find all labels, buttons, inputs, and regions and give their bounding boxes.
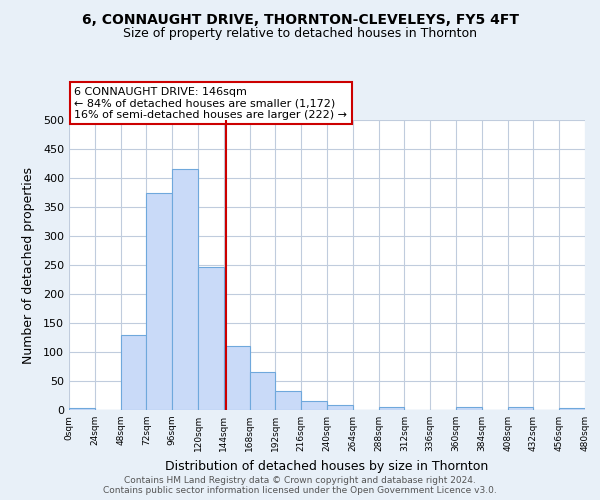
Bar [198,266,224,410]
Bar [559,408,585,410]
Bar [224,346,250,410]
Bar [172,170,198,410]
Text: Contains public sector information licensed under the Open Government Licence v3: Contains public sector information licen… [103,486,497,495]
Bar [121,334,146,410]
Bar [508,407,533,410]
Bar [327,406,353,410]
Text: Size of property relative to detached houses in Thornton: Size of property relative to detached ho… [123,28,477,40]
X-axis label: Distribution of detached houses by size in Thornton: Distribution of detached houses by size … [166,460,488,472]
Y-axis label: Number of detached properties: Number of detached properties [22,166,35,364]
Bar [250,372,275,410]
Bar [379,407,404,410]
Text: Contains HM Land Registry data © Crown copyright and database right 2024.: Contains HM Land Registry data © Crown c… [124,476,476,485]
Text: 6 CONNAUGHT DRIVE: 146sqm
← 84% of detached houses are smaller (1,172)
16% of se: 6 CONNAUGHT DRIVE: 146sqm ← 84% of detac… [74,87,347,120]
Bar [301,402,327,410]
Bar [69,408,95,410]
Bar [275,391,301,410]
Text: 6, CONNAUGHT DRIVE, THORNTON-CLEVELEYS, FY5 4FT: 6, CONNAUGHT DRIVE, THORNTON-CLEVELEYS, … [82,12,518,26]
Bar [456,407,482,410]
Bar [146,192,172,410]
